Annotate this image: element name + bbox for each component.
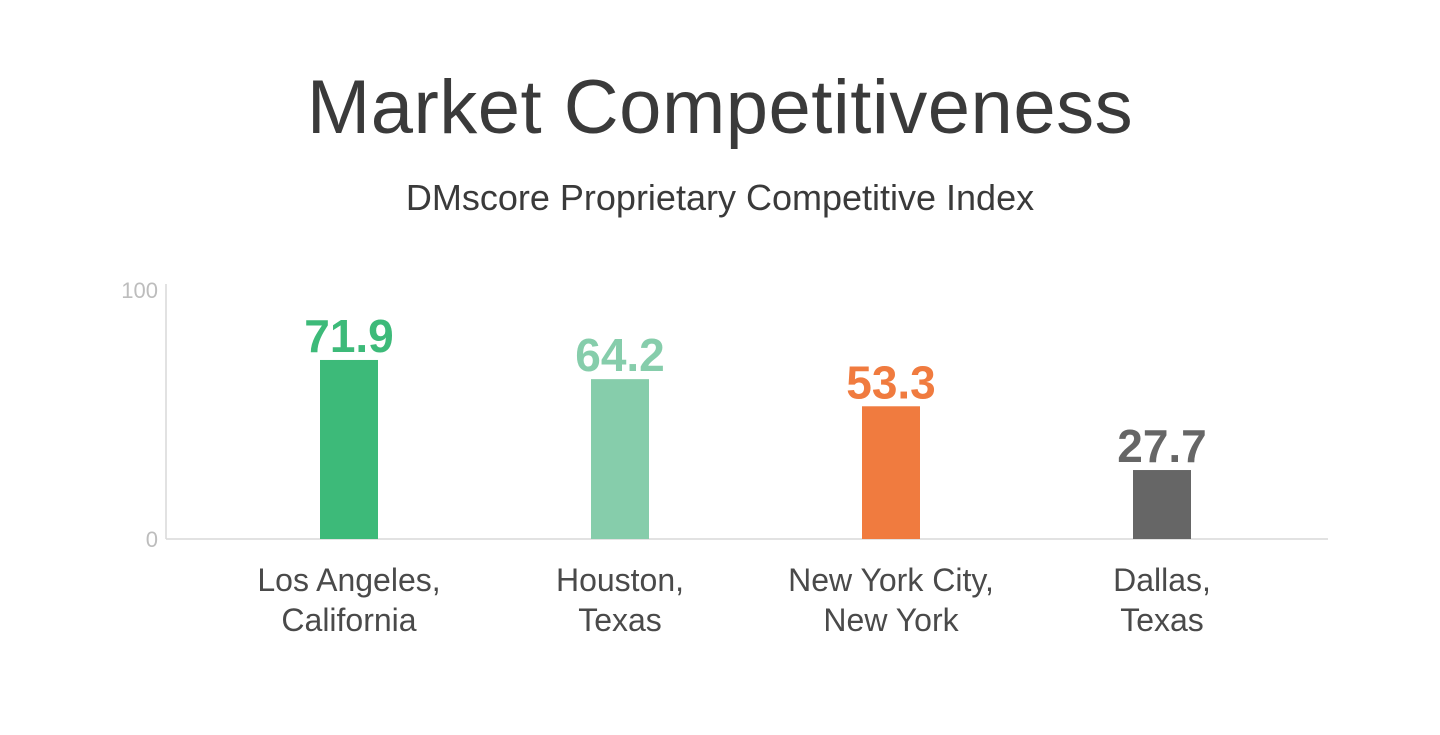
x-tick-label: New York City, [788, 562, 994, 598]
x-tick-label: Houston, [556, 562, 684, 598]
chart-subtitle: DMscore Proprietary Competitive Index [405, 177, 1035, 218]
bar-value-label: 27.7 [1117, 420, 1207, 472]
bar [862, 406, 920, 539]
x-tick-label: Dallas, [1113, 562, 1211, 598]
chart-title: Market Competitiveness [306, 65, 1134, 150]
bar [1133, 470, 1191, 539]
x-tick-label: Texas [578, 602, 662, 638]
y-tick-label: 100 [121, 278, 158, 303]
bar [591, 379, 649, 539]
bar-value-label: 71.9 [304, 310, 394, 362]
x-tick-label: California [281, 602, 416, 638]
x-tick-label: Texas [1120, 602, 1204, 638]
bar-value-label: 53.3 [846, 356, 936, 408]
bar [320, 359, 378, 539]
x-tick-label: Los Angeles, [257, 562, 440, 598]
y-tick-label: 0 [146, 527, 158, 552]
bar-value-label: 64.2 [575, 329, 665, 381]
x-tick-label: New York [823, 602, 959, 638]
